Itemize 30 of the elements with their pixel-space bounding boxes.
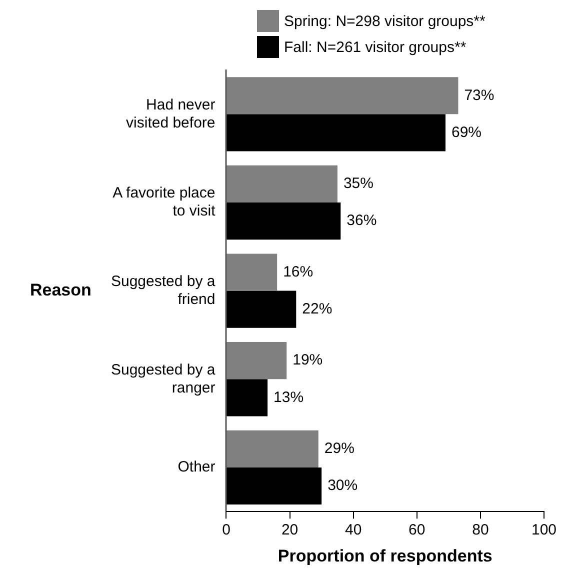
data-label: 30% <box>328 477 358 494</box>
data-label: 22% <box>302 300 332 318</box>
x-tick-label: 20 <box>281 522 298 539</box>
data-label: 13% <box>274 388 304 406</box>
y-axis-title: Reason <box>30 280 92 300</box>
bar <box>226 254 278 291</box>
bar <box>226 165 338 202</box>
data-label: 69% <box>451 124 482 141</box>
data-label: 16% <box>283 263 314 280</box>
y-tick-label: Had never visited before <box>126 96 216 132</box>
x-tick-label: 0 <box>222 522 230 539</box>
legend-label: Spring: N=298 visitor groups** <box>284 12 486 30</box>
data-label: 29% <box>324 440 354 458</box>
data-label: 36% <box>346 212 377 230</box>
y-tick-label: A favorite place to visit <box>112 184 216 220</box>
bar <box>226 77 458 114</box>
legend-label: Fall: N=261 visitor groups** <box>284 38 466 56</box>
x-tick-label: 60 <box>408 522 426 539</box>
data-label: 19% <box>292 352 323 369</box>
x-tick-label: 100 <box>531 522 557 539</box>
bar <box>226 342 287 380</box>
x-axis-title: Proportion of respondents <box>278 546 492 566</box>
y-tick-label: Other <box>178 458 216 476</box>
data-label: 35% <box>343 175 374 192</box>
x-tick-label: 80 <box>472 522 489 539</box>
bar <box>226 430 318 468</box>
x-tick-label: 40 <box>345 522 362 539</box>
data-label: 73% <box>464 86 494 104</box>
y-tick-label: Suggested by a friend <box>110 272 216 308</box>
y-tick-label: Suggested by a ranger <box>110 361 216 396</box>
